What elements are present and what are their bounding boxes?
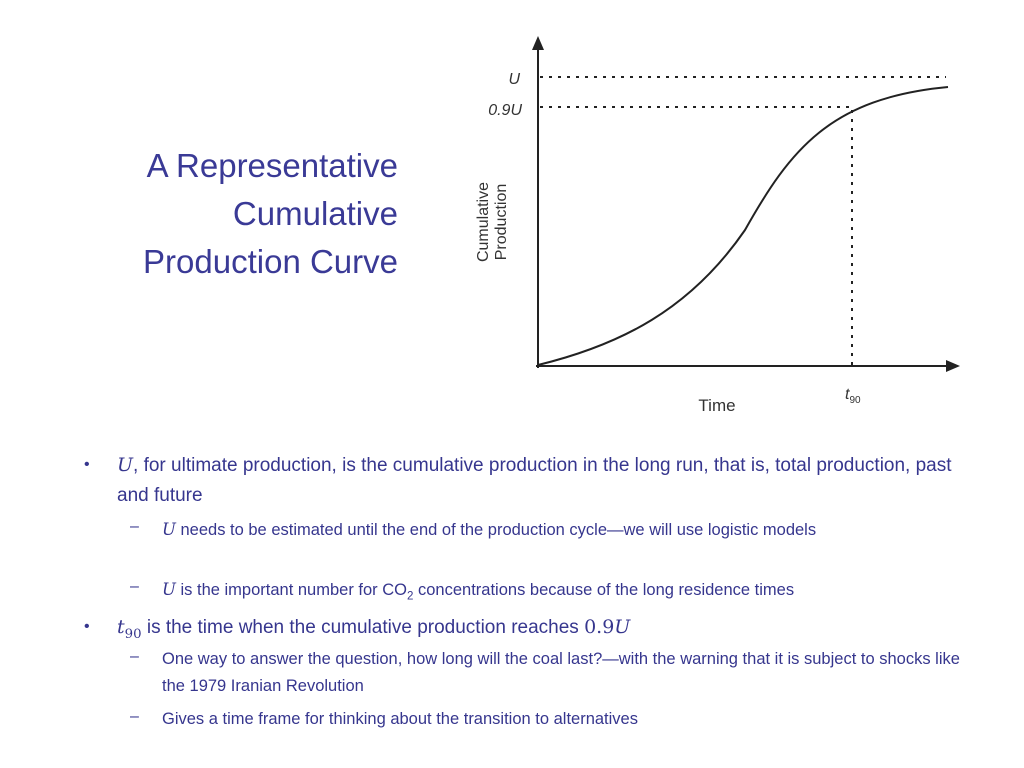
y-label-line: Cumulative — [475, 182, 492, 262]
slide-title: A Representative Cumulative Production C… — [143, 142, 398, 286]
text: , for ultimate production, is the cumula… — [117, 455, 952, 506]
u-label: U — [508, 71, 520, 88]
y-arrow — [532, 36, 544, 50]
y-label-line: Production — [493, 184, 510, 261]
sub-bullet-text: Gives a time frame for thinking about th… — [162, 706, 967, 733]
dash: – — [130, 648, 139, 665]
curve — [537, 86, 949, 366]
text: Gives a time frame for thinking about th… — [162, 710, 638, 728]
u90-symbol: U — [510, 102, 522, 119]
text: concentrations because of the long resid… — [413, 581, 795, 599]
math: 0.9 — [584, 616, 615, 638]
dash: – — [130, 578, 139, 595]
t90-symbol: t — [845, 386, 850, 403]
bullet: • — [84, 456, 90, 473]
x-axis-label: Time — [698, 396, 735, 415]
sub-bullet-text: U needs to be estimated until the end of… — [162, 516, 967, 544]
math: U — [117, 454, 134, 476]
text: is the important number for CO — [175, 581, 407, 599]
u90-label: 0.9U — [488, 102, 522, 119]
sub-bullet-text: One way to answer the question, how long… — [162, 646, 967, 700]
u90-number: 0.9 — [488, 102, 510, 119]
t90-subscript: 90 — [849, 395, 861, 406]
math: U — [162, 580, 176, 599]
math: U — [162, 520, 176, 539]
y-axis-label: Cumulative Production — [475, 182, 510, 262]
title-line: A Representative — [146, 147, 398, 184]
title-line: Cumulative — [232, 195, 398, 232]
dash: – — [130, 518, 139, 535]
diagram: U 0.9U Cumulative Production Time t90 — [475, 36, 960, 415]
bullet: • — [84, 618, 90, 635]
text: needs to be estimated until the end of t… — [175, 521, 817, 539]
bullet-text: t90 is the time when the cumulative prod… — [117, 612, 967, 650]
text: One way to answer the question, how long… — [162, 650, 960, 695]
dash: – — [130, 708, 139, 725]
text: is the time when the cumulative producti… — [141, 617, 585, 638]
math: U — [614, 616, 631, 638]
subscript: 2 — [407, 590, 414, 603]
subscript: 90 — [124, 626, 142, 642]
math: t — [117, 616, 125, 638]
title-line: Production Curve — [143, 243, 398, 280]
bullet-text: U, for ultimate production, is the cumul… — [117, 450, 967, 511]
sub-bullet-text: U is the important number for CO2 concen… — [162, 576, 967, 610]
x-arrow — [946, 360, 960, 372]
t90-label: t90 — [845, 386, 861, 406]
